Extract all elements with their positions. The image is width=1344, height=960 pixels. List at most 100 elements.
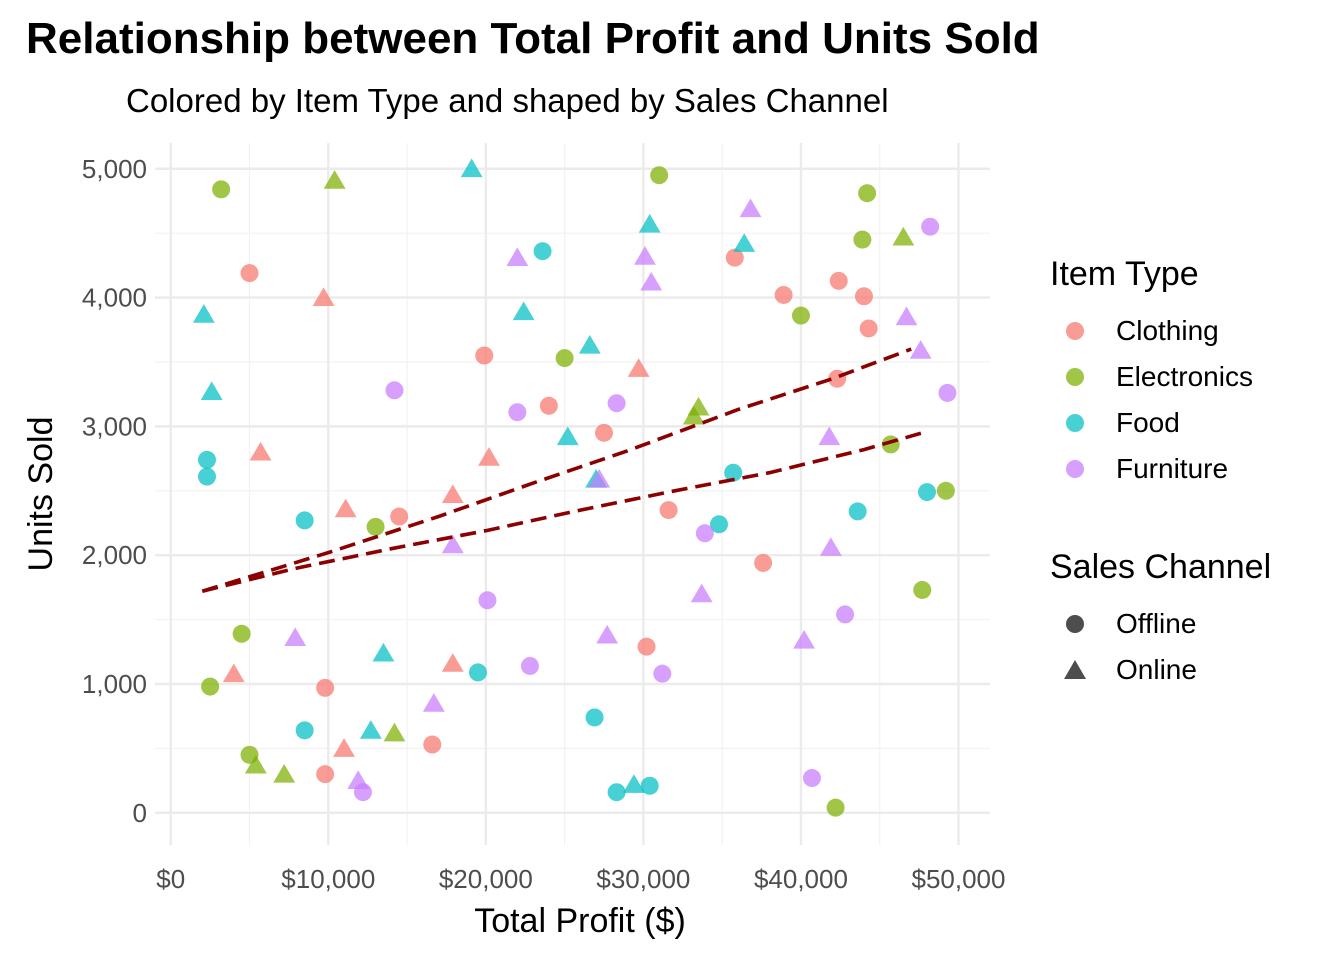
- data-point-circle: [802, 769, 821, 788]
- data-point-circle: [508, 403, 527, 422]
- data-point-triangle: [892, 226, 915, 246]
- legend-circle-icon: [1050, 408, 1100, 438]
- color-legend-items: Clothing Electronics Food Furniture: [1050, 308, 1340, 492]
- data-point-circle: [917, 483, 936, 502]
- legend-item-furniture: Furniture: [1050, 446, 1340, 492]
- data-point-circle: [423, 735, 442, 754]
- data-point-triangle: [372, 642, 395, 662]
- data-point-triangle: [556, 426, 579, 446]
- data-point-triangle: [895, 306, 918, 326]
- legend-label: Offline: [1116, 608, 1197, 639]
- chart-subtitle: Colored by Item Type and shaped by Sales…: [126, 82, 889, 119]
- data-point-triangle: [506, 247, 529, 267]
- data-point-triangle: [623, 774, 645, 793]
- legend-label: Food: [1116, 407, 1180, 438]
- data-point-triangle: [793, 629, 816, 649]
- data-point-triangle: [244, 754, 267, 774]
- data-point-circle: [858, 184, 877, 203]
- tick-labels: $0 $10,000 $20,000 $30,000 $40,000 $50,000 0 1,…: [82, 154, 1006, 894]
- legend-label: Furniture: [1116, 453, 1229, 484]
- data-point-circle: [295, 511, 314, 530]
- data-point-circle: [316, 765, 335, 784]
- data-point-circle: [853, 230, 872, 249]
- data-point-circle: [659, 501, 678, 520]
- data-point-circle: [366, 517, 385, 536]
- data-point-triangle: [588, 468, 611, 488]
- legend-circle-icon: [1050, 316, 1100, 346]
- data-point-circle: [295, 721, 314, 740]
- y-tick-label: 3,000: [82, 411, 147, 441]
- data-point-triangle: [638, 213, 661, 233]
- y-tick-label: 4,000: [82, 283, 147, 313]
- legend-label: Clothing: [1116, 315, 1219, 346]
- data-point-circle: [791, 306, 810, 325]
- legend-label: Online: [1116, 654, 1197, 685]
- y-tick-label: 1,000: [82, 669, 147, 699]
- data-point-circle: [468, 663, 487, 682]
- data-point-circle: [829, 271, 848, 290]
- data-point-triangle: [512, 301, 535, 321]
- data-point-triangle: [273, 763, 296, 783]
- data-point-circle: [695, 524, 714, 543]
- data-point-circle: [724, 463, 743, 482]
- trend-line: [201, 429, 928, 593]
- shape-legend-items: Offline Online: [1050, 601, 1340, 693]
- data-point-circle: [595, 423, 614, 442]
- data-point-circle: [555, 349, 574, 368]
- y-axis-title: Units Sold: [22, 417, 60, 572]
- data-point-circle: [921, 217, 940, 236]
- data-point-triangle: [441, 653, 464, 672]
- data-point-circle: [520, 656, 539, 675]
- data-point-circle: [637, 637, 656, 656]
- data-point-triangle: [284, 627, 307, 647]
- color-legend-title: Item Type: [1050, 255, 1199, 293]
- data-point-triangle: [441, 484, 464, 504]
- legend-triangle-icon: [1050, 655, 1100, 685]
- legend-circle-icon: [1050, 609, 1100, 639]
- data-point-triangle: [249, 441, 272, 461]
- y-tick-label: 0: [133, 798, 147, 828]
- legend-item-electronics: Electronics: [1050, 354, 1340, 400]
- data-point-circle: [848, 502, 867, 521]
- legend-circle-icon: [1050, 362, 1100, 392]
- data-point-circle: [854, 287, 873, 306]
- x-tick-label: $30,000: [596, 864, 690, 894]
- data-point-circle: [774, 285, 793, 304]
- data-point-circle: [316, 678, 335, 697]
- data-point-circle: [201, 677, 220, 696]
- legend-item-online: Online: [1050, 647, 1340, 693]
- data-point-triangle: [819, 537, 842, 556]
- data-point-triangle: [682, 405, 705, 425]
- x-tick-label: $0: [156, 864, 185, 894]
- data-point-circle: [240, 264, 259, 283]
- data-point-triangle: [596, 624, 619, 644]
- x-tick-label: $50,000: [911, 864, 1005, 894]
- data-point-circle: [212, 180, 231, 199]
- legend-item-offline: Offline: [1050, 601, 1340, 647]
- data-point-triangle: [460, 158, 483, 178]
- data-point-triangle: [739, 198, 762, 218]
- data-point-triangle: [733, 233, 756, 252]
- x-tick-label: $10,000: [281, 864, 375, 894]
- x-tick-label: $40,000: [754, 864, 848, 894]
- data-point-circle: [859, 319, 878, 338]
- data-point-triangle: [334, 498, 357, 518]
- data-point-triangle: [323, 170, 346, 189]
- data-point-circle: [607, 783, 626, 802]
- data-point-circle: [607, 394, 626, 413]
- data-point-triangle: [627, 358, 650, 377]
- legend-circle-icon: [1050, 454, 1100, 484]
- data-point-triangle: [222, 663, 245, 683]
- x-tick-label: $20,000: [439, 864, 533, 894]
- data-point-circle: [533, 242, 552, 261]
- data-point-triangle: [383, 722, 406, 742]
- legend: Item Type Clothing Electronics Food Furnitu…: [1050, 255, 1340, 693]
- data-point-triangle: [640, 271, 663, 291]
- trend-line: [201, 347, 912, 593]
- legend-item-clothing: Clothing: [1050, 308, 1340, 354]
- data-point-triangle: [909, 340, 932, 359]
- data-point-circle: [197, 450, 216, 469]
- data-point-circle: [650, 166, 669, 185]
- y-tick-label: 2,000: [82, 540, 147, 570]
